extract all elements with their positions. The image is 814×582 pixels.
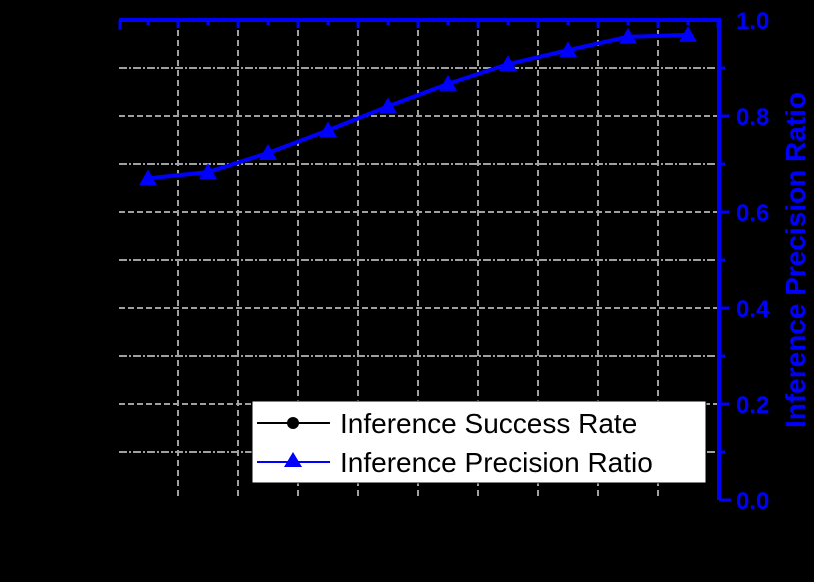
right-tick-label: 0.6 (736, 200, 769, 227)
triangle-marker-icon (439, 74, 457, 91)
legend-label-success: Inference Success Rate (340, 408, 637, 439)
circle-marker-icon (287, 417, 299, 429)
triangle-marker-icon (284, 452, 302, 467)
right-tick-label: 0.0 (736, 488, 769, 515)
triangle-marker-icon (379, 97, 397, 114)
legend-item-success-rate: Inference Success Rate (257, 408, 637, 439)
triangle-marker-icon (319, 121, 337, 138)
right-axis-title: Inference Precision Ratio (780, 92, 811, 428)
triangle-marker-icon (199, 163, 217, 180)
right-tick-label: 0.8 (736, 104, 769, 131)
triangle-marker-icon (139, 169, 157, 186)
triangle-marker-icon (559, 41, 577, 58)
axes (118, 18, 731, 502)
legend-label-precision: Inference Precision Ratio (340, 447, 653, 478)
triangle-marker-icon (499, 55, 517, 72)
legend-box (251, 400, 707, 484)
series-line (147, 32, 689, 181)
right-tick-label: 1.0 (736, 8, 769, 35)
right-axis-tick-labels: 0.0 0.2 0.4 0.6 0.8 1.0 (736, 8, 770, 515)
right-tick-label: 0.4 (736, 296, 770, 323)
right-tick-label: 0.2 (736, 392, 769, 419)
legend: Inference Success Rate Inference Precisi… (251, 400, 707, 484)
legend-item-precision-ratio: Inference Precision Ratio (257, 447, 653, 478)
series-layer (139, 25, 697, 186)
triangle-marker-icon (679, 25, 697, 42)
triangle-marker-icon (259, 143, 277, 160)
triangle-marker-icon (619, 27, 637, 44)
